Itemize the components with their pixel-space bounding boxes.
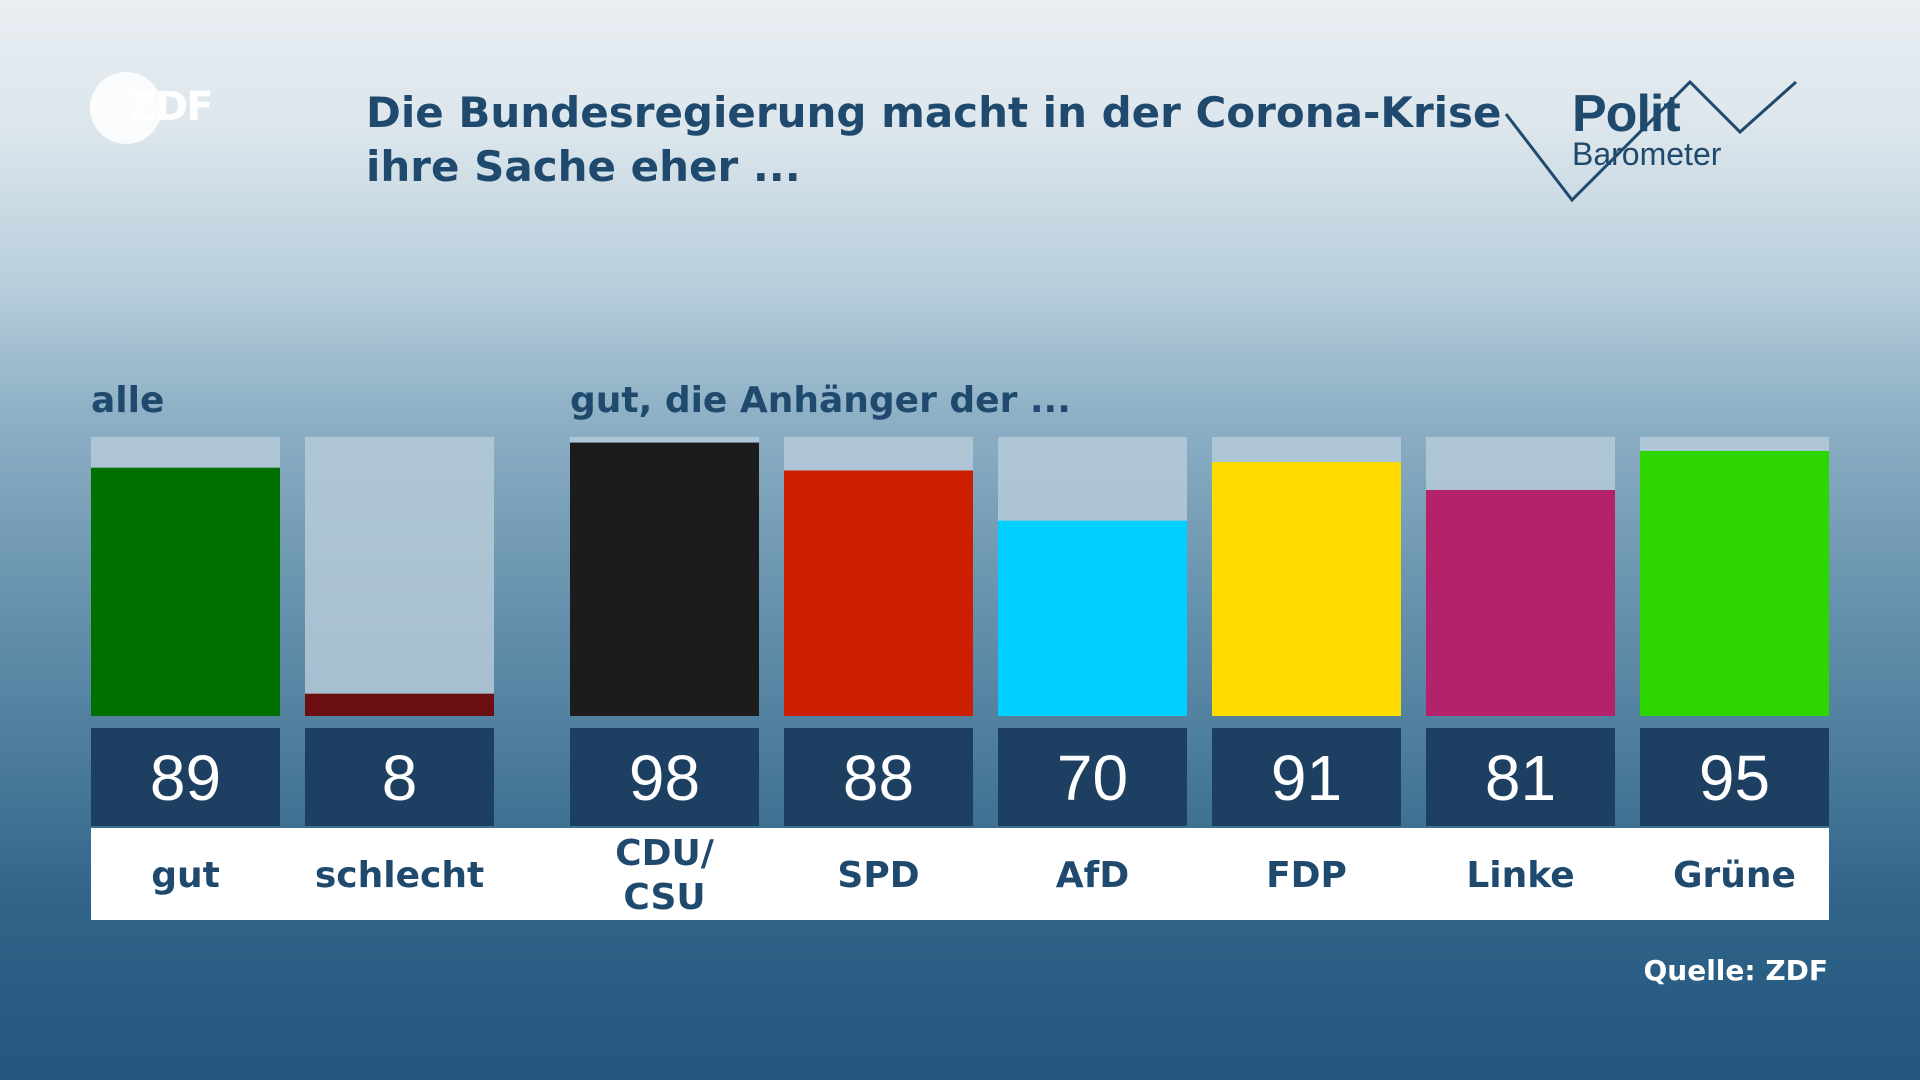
value-box-afd <box>998 728 1187 826</box>
data-label-spd: 88 <box>843 742 914 814</box>
bar-linke <box>1426 490 1615 716</box>
value-box-spd <box>784 728 973 826</box>
chart-title-line-1: Die Bundesregierung macht in der Corona-… <box>366 88 1502 137</box>
zdf-logo-circle <box>90 72 162 144</box>
politbarometer-logo-polit: Polit <box>1572 85 1681 143</box>
zdf-logo: ZDF <box>90 72 240 144</box>
bar-schlecht <box>305 693 494 716</box>
bar-grüne <box>1640 450 1829 716</box>
value-box-gut <box>91 728 280 826</box>
data-label-schlecht: 8 <box>382 742 418 814</box>
category-label-schlecht: schlecht <box>315 855 484 896</box>
data-label-afd: 70 <box>1057 742 1128 814</box>
data-label-cdu-csu: 98 <box>629 742 700 814</box>
category-label-spd: SPD <box>837 855 919 896</box>
value-box-linke <box>1426 728 1615 826</box>
bar-track-schlecht <box>305 437 494 716</box>
bar-afd <box>998 520 1187 716</box>
category-label-grüne: Grüne <box>1673 855 1796 896</box>
data-label-grüne: 95 <box>1699 742 1770 814</box>
politbarometer-zigzag <box>1504 79 1797 203</box>
category-label-cdu-csu-line-2: CSU <box>623 877 705 918</box>
source-note: Quelle: ZDF <box>1643 954 1828 987</box>
group-label-anhaenger: gut, die Anhänger der ... <box>570 380 1071 421</box>
category-label-gut: gut <box>151 855 220 896</box>
bar-spd <box>784 470 973 716</box>
bar-gut <box>91 467 280 716</box>
value-box-grüne <box>1640 728 1829 826</box>
chart-title-line-2: ihre Sache eher ... <box>366 142 801 191</box>
bar-cdu-csu <box>570 442 759 716</box>
group-label-alle: alle <box>91 380 165 421</box>
category-label-fdp: FDP <box>1266 855 1347 896</box>
politbarometer-logo: Polit Barometer <box>1500 74 1800 214</box>
data-label-gut: 89 <box>150 742 221 814</box>
category-label-row <box>91 828 1829 920</box>
value-box-cdu-csu <box>570 728 759 826</box>
category-label-linke: Linke <box>1466 855 1574 896</box>
category-label-afd: AfD <box>1056 855 1129 896</box>
politbarometer-logo-barometer: Barometer <box>1572 136 1722 172</box>
data-label-fdp: 91 <box>1271 742 1342 814</box>
category-label-cdu-csu-line-1: CDU/ <box>615 833 715 874</box>
value-box-fdp <box>1212 728 1401 826</box>
zdf-logo-text: ZDF <box>128 84 214 130</box>
value-box-schlecht <box>305 728 494 826</box>
chart-title: Die Bundesregierung macht in der Corona-… <box>366 86 1516 194</box>
bar-fdp <box>1212 462 1401 716</box>
data-label-linke: 81 <box>1485 742 1556 814</box>
